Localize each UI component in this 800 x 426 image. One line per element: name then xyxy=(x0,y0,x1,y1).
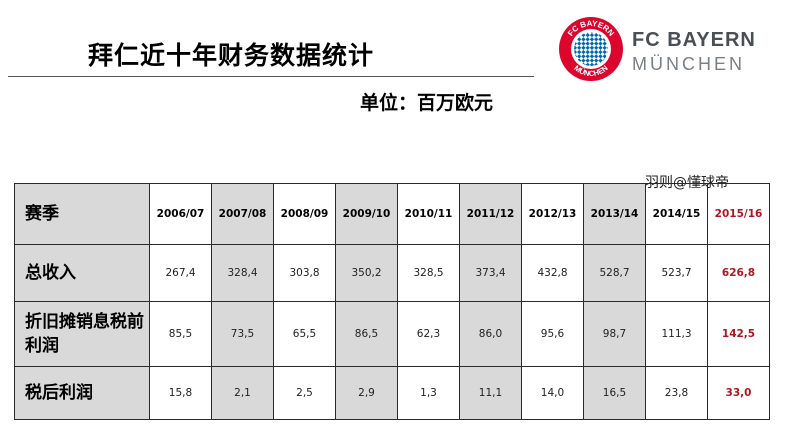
table-cell: 267,4 xyxy=(149,244,212,302)
table-cell: 328,4 xyxy=(211,244,274,302)
table-cell: 373,4 xyxy=(459,244,522,302)
row-label: 总收入 xyxy=(14,244,150,302)
table-row-ebitda: 折旧摊销息税前利润 85,5 73,5 65,5 86,5 62,3 86,0 … xyxy=(14,301,770,367)
table-cell: 328,5 xyxy=(397,244,460,302)
finance-table: 赛季 2006/07 2007/08 2008/09 2009/10 2010/… xyxy=(14,183,770,420)
table-cell: 523,7 xyxy=(645,244,708,302)
table-cell: 98,7 xyxy=(583,301,646,367)
table-cell: 62,3 xyxy=(397,301,460,367)
header-label: 赛季 xyxy=(14,183,150,245)
season-header: 2009/10 xyxy=(335,183,398,245)
season-header: 2006/07 xyxy=(149,183,212,245)
table-header-row: 赛季 2006/07 2007/08 2008/09 2009/10 2010/… xyxy=(14,183,770,245)
brand-name-line1: FC BAYERN xyxy=(632,29,756,51)
brand-name-line2: MÜNCHEN xyxy=(632,54,745,74)
table-row-revenue: 总收入 267,4 328,4 303,8 350,2 328,5 373,4 … xyxy=(14,244,770,302)
table-cell-highlight: 142,5 xyxy=(707,301,770,367)
table-cell: 86,0 xyxy=(459,301,522,367)
fc-bayern-badge-icon: FC BAYERN MÜNCHEN xyxy=(559,17,623,81)
table-cell: 86,5 xyxy=(335,301,398,367)
row-label: 折旧摊销息税前利润 xyxy=(14,301,150,367)
table-cell: 2,5 xyxy=(273,366,336,420)
table-cell: 303,8 xyxy=(273,244,336,302)
season-header: 2007/08 xyxy=(211,183,274,245)
svg-text:MÜNCHEN: MÜNCHEN xyxy=(572,63,609,78)
row-label: 税后利润 xyxy=(14,366,150,420)
season-header: 2008/09 xyxy=(273,183,336,245)
season-header: 2014/15 xyxy=(645,183,708,245)
season-header: 2010/11 xyxy=(397,183,460,245)
table-cell: 23,8 xyxy=(645,366,708,420)
table-cell: 111,3 xyxy=(645,301,708,367)
table-cell: 2,1 xyxy=(211,366,274,420)
unit-label: 单位：百万欧元 xyxy=(360,92,494,114)
table-cell: 16,5 xyxy=(583,366,646,420)
season-header-highlight: 2015/16 xyxy=(707,183,770,245)
table-cell: 85,5 xyxy=(149,301,212,367)
table-cell: 2,9 xyxy=(335,366,398,420)
title-divider xyxy=(8,76,534,77)
table-cell-highlight: 626,8 xyxy=(707,244,770,302)
table-cell: 432,8 xyxy=(521,244,584,302)
table-cell: 14,0 xyxy=(521,366,584,420)
table-cell-highlight: 33,0 xyxy=(707,366,770,420)
table-row-net-profit: 税后利润 15,8 2,1 2,5 2,9 1,3 11,1 14,0 16,5… xyxy=(14,366,770,420)
table-cell: 528,7 xyxy=(583,244,646,302)
table-cell: 65,5 xyxy=(273,301,336,367)
table-cell: 15,8 xyxy=(149,366,212,420)
page-title: 拜仁近十年财务数据统计 xyxy=(88,41,375,70)
season-header: 2011/12 xyxy=(459,183,522,245)
fc-bayern-logo: FC BAYERN MÜNCHEN FC BAYERN MÜNCHEN xyxy=(558,16,758,86)
table-cell: 350,2 xyxy=(335,244,398,302)
season-header: 2012/13 xyxy=(521,183,584,245)
table-cell: 73,5 xyxy=(211,301,274,367)
table-cell: 1,3 xyxy=(397,366,460,420)
season-header: 2013/14 xyxy=(583,183,646,245)
table-cell: 11,1 xyxy=(459,366,522,420)
table-cell: 95,6 xyxy=(521,301,584,367)
